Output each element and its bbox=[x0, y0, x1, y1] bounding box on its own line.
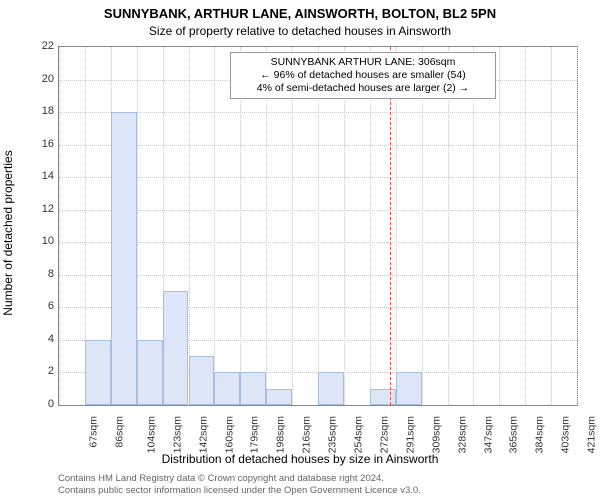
x-tick-label: 104sqm bbox=[145, 416, 157, 453]
gridline-v bbox=[240, 47, 241, 405]
title-line-1: SUNNYBANK, ARTHUR LANE, AINSWORTH, BOLTO… bbox=[0, 6, 600, 21]
y-tick-label: 12 bbox=[14, 203, 54, 215]
x-tick-label: 67sqm bbox=[88, 416, 100, 448]
gridline-v bbox=[551, 47, 552, 405]
gridline-v bbox=[344, 47, 345, 405]
y-tick-label: 20 bbox=[14, 73, 54, 85]
gridline-v bbox=[525, 47, 526, 405]
x-tick-label: 142sqm bbox=[197, 416, 209, 453]
gridline-v bbox=[266, 47, 267, 405]
annotation-box: SUNNYBANK ARTHUR LANE: 306sqm ← 96% of d… bbox=[230, 52, 496, 99]
bar bbox=[137, 340, 163, 405]
title-line-2: Size of property relative to detached ho… bbox=[0, 24, 600, 38]
gridline-v bbox=[189, 47, 190, 405]
footer-text: Contains HM Land Registry data © Crown c… bbox=[58, 473, 421, 496]
x-tick-label: 421sqm bbox=[585, 416, 597, 453]
x-tick-label: 216sqm bbox=[301, 416, 313, 453]
gridline-v bbox=[318, 47, 319, 405]
gridline-v bbox=[448, 47, 449, 405]
x-tick-label: 272sqm bbox=[378, 416, 390, 453]
x-tick-label: 384sqm bbox=[534, 416, 546, 453]
gridline-v bbox=[214, 47, 215, 405]
bar bbox=[214, 372, 240, 405]
y-tick-label: 8 bbox=[14, 268, 54, 280]
chart-container: SUNNYBANK, ARTHUR LANE, AINSWORTH, BOLTO… bbox=[0, 0, 600, 500]
x-tick-label: 347sqm bbox=[482, 416, 494, 453]
x-tick-label: 365sqm bbox=[508, 416, 520, 453]
bar bbox=[266, 389, 292, 405]
bar bbox=[240, 372, 266, 405]
bar bbox=[370, 389, 396, 405]
bar bbox=[163, 291, 189, 405]
y-tick-label: 2 bbox=[14, 365, 54, 377]
y-tick-label: 22 bbox=[14, 40, 54, 52]
x-tick-label: 403sqm bbox=[560, 416, 572, 453]
gridline-v bbox=[292, 47, 293, 405]
bar bbox=[318, 372, 344, 405]
y-tick-label: 14 bbox=[14, 170, 54, 182]
bar bbox=[396, 372, 422, 405]
annotation-line-2: ← 96% of detached houses are smaller (54… bbox=[237, 69, 489, 82]
annotation-line-1: SUNNYBANK ARTHUR LANE: 306sqm bbox=[237, 56, 489, 69]
x-tick-label: 198sqm bbox=[275, 416, 287, 453]
gridline-v bbox=[473, 47, 474, 405]
gridline-v bbox=[396, 47, 397, 405]
footer-line-2: Contains public sector information licen… bbox=[58, 485, 421, 496]
x-tick-label: 254sqm bbox=[352, 416, 364, 453]
y-tick-label: 6 bbox=[14, 300, 54, 312]
footer-line-1: Contains HM Land Registry data © Crown c… bbox=[58, 473, 421, 484]
x-tick-label: 179sqm bbox=[249, 416, 261, 453]
y-tick-label: 16 bbox=[14, 138, 54, 150]
x-tick-label: 291sqm bbox=[404, 416, 416, 453]
bar bbox=[189, 356, 215, 405]
x-tick-label: 309sqm bbox=[430, 416, 442, 453]
y-axis-label: Number of detached properties bbox=[1, 150, 15, 315]
y-tick-label: 18 bbox=[14, 105, 54, 117]
y-tick-label: 4 bbox=[14, 333, 54, 345]
bar bbox=[85, 340, 111, 405]
gridline-v bbox=[577, 47, 578, 405]
y-tick-label: 10 bbox=[14, 235, 54, 247]
gridline-v bbox=[422, 47, 423, 405]
annotation-line-3: 4% of semi-detached houses are larger (2… bbox=[237, 82, 489, 95]
y-tick-label: 0 bbox=[14, 398, 54, 410]
x-tick-label: 328sqm bbox=[456, 416, 468, 453]
plot-area bbox=[58, 46, 578, 406]
x-tick-label: 160sqm bbox=[223, 416, 235, 453]
gridline-v bbox=[499, 47, 500, 405]
gridline-v bbox=[59, 47, 60, 405]
marker-line bbox=[390, 47, 391, 405]
x-tick-label: 123sqm bbox=[171, 416, 183, 453]
x-axis-label: Distribution of detached houses by size … bbox=[0, 452, 600, 466]
x-tick-label: 235sqm bbox=[326, 416, 338, 453]
x-tick-label: 86sqm bbox=[113, 416, 125, 448]
bar bbox=[111, 112, 137, 405]
gridline-v bbox=[370, 47, 371, 405]
